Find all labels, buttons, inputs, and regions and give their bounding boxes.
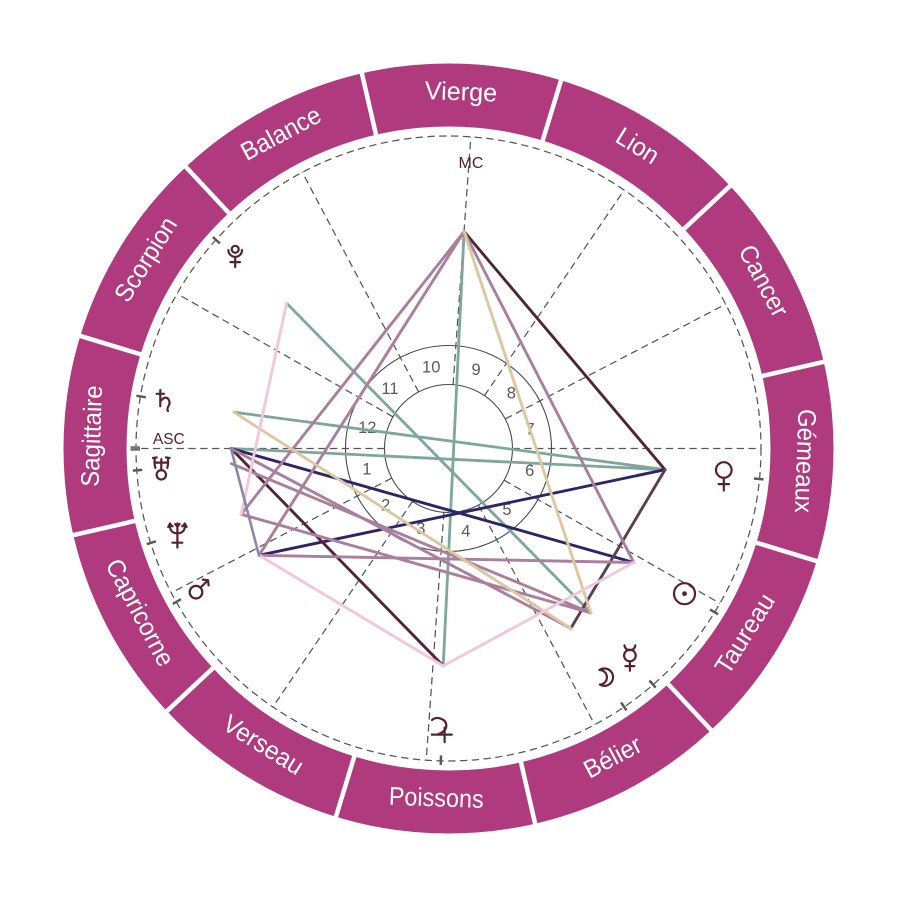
svg-text:2: 2: [381, 496, 390, 514]
svg-text:Sagittaire: Sagittaire: [77, 385, 109, 487]
svg-text:MC: MC: [459, 155, 484, 172]
svg-text:1: 1: [362, 461, 371, 479]
svg-text:6: 6: [525, 462, 534, 480]
svg-text:3: 3: [416, 520, 425, 538]
svg-text:10: 10: [422, 358, 440, 376]
svg-text:Vierge: Vierge: [424, 77, 497, 108]
svg-text:Poissons: Poissons: [388, 783, 484, 814]
svg-text:8: 8: [507, 385, 516, 403]
svg-text:Gémeaux: Gémeaux: [789, 409, 821, 514]
svg-text:12: 12: [358, 419, 376, 437]
svg-text:ASC: ASC: [153, 431, 185, 448]
svg-text:11: 11: [381, 380, 398, 398]
svg-text:9: 9: [472, 361, 481, 379]
svg-text:5: 5: [502, 501, 511, 519]
svg-text:4: 4: [461, 523, 470, 541]
